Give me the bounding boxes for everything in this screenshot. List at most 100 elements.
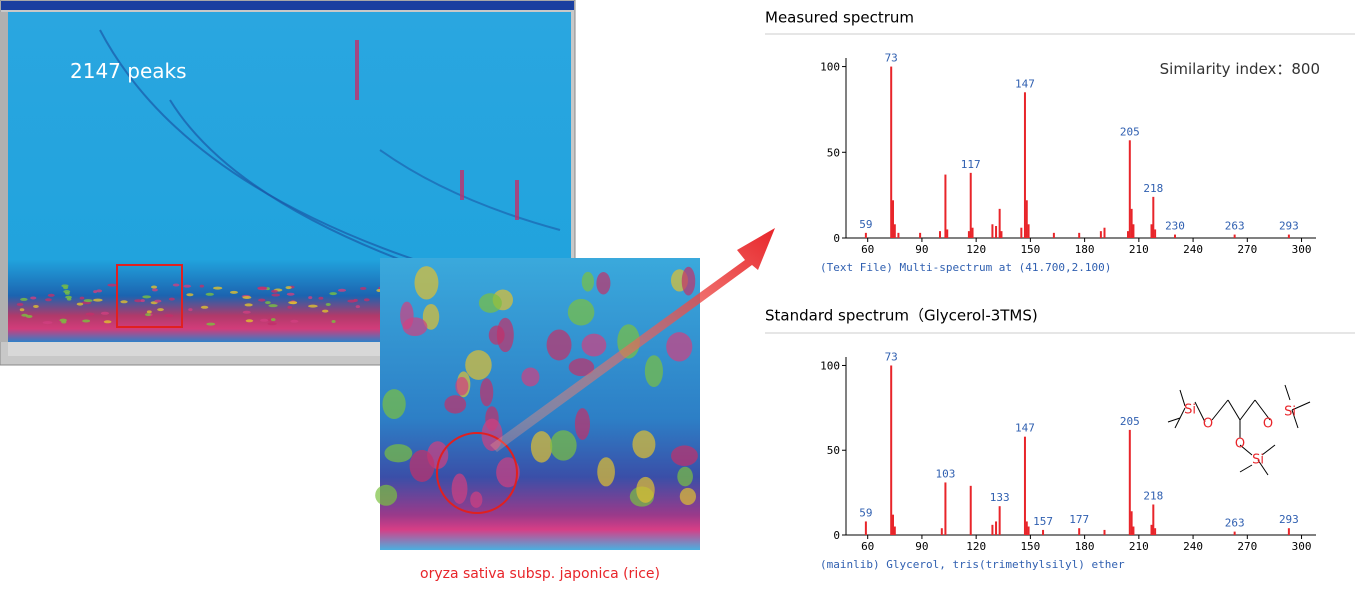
blob	[496, 317, 514, 353]
blob	[271, 293, 281, 297]
blob	[157, 308, 164, 312]
peak-label: 263	[1225, 220, 1245, 233]
blob	[496, 457, 520, 488]
peak	[1103, 227, 1106, 238]
atom-label: Si	[1284, 405, 1296, 420]
blob	[244, 303, 253, 307]
structure: Si O O Si O Si	[1167, 384, 1311, 476]
blob	[258, 298, 266, 302]
blob	[329, 292, 337, 296]
blob	[146, 310, 152, 314]
bond	[1254, 399, 1271, 421]
x-tick-label: 90	[915, 243, 928, 256]
y-tick-label: 50	[827, 146, 840, 159]
blob	[229, 290, 238, 294]
peak	[940, 528, 943, 535]
x-tick-label: 300	[1292, 540, 1312, 553]
x-tick-label: 180	[1075, 540, 1095, 553]
blob	[337, 288, 347, 292]
peak	[1287, 234, 1290, 238]
blob	[140, 299, 145, 303]
blob	[465, 350, 492, 380]
blob	[151, 288, 158, 292]
peak	[1132, 224, 1135, 238]
blob	[242, 295, 252, 299]
similarity-index: Similarity index：800	[1160, 60, 1320, 78]
peak	[1052, 232, 1055, 238]
blob	[679, 487, 697, 505]
bond	[1179, 389, 1186, 407]
peak	[1152, 196, 1155, 238]
blob	[451, 473, 468, 504]
blob	[285, 286, 292, 290]
x-tick-label: 300	[1292, 243, 1312, 256]
peak	[1287, 528, 1290, 535]
peak	[864, 232, 867, 238]
blob	[581, 333, 607, 357]
blob	[260, 318, 269, 322]
arrow	[490, 228, 775, 452]
peak-label: 230	[1165, 220, 1185, 233]
blob	[287, 305, 293, 309]
peak-label: 117	[961, 158, 981, 171]
x-tick-label: 210	[1129, 540, 1149, 553]
x-tick-label: 60	[861, 243, 874, 256]
blob	[521, 367, 540, 387]
peak	[1150, 524, 1153, 535]
blob	[581, 271, 595, 292]
peak	[944, 174, 947, 238]
peak-label: 157	[1033, 515, 1053, 528]
chart-title: Standard spectrum（Glycerol-3TMS)	[765, 307, 1038, 325]
blob	[382, 389, 406, 419]
blob	[213, 286, 223, 290]
bond	[1291, 409, 1299, 429]
peak	[971, 227, 974, 238]
peak	[1078, 232, 1081, 238]
blob	[574, 408, 591, 440]
x-tick-label: 150	[1020, 540, 1040, 553]
blob	[318, 296, 324, 300]
blob	[150, 285, 158, 289]
y-tick-label: 0	[833, 529, 840, 542]
blob	[205, 292, 214, 296]
peak	[1150, 224, 1153, 238]
bond	[1167, 417, 1181, 423]
blob	[63, 286, 69, 290]
blob	[85, 312, 95, 316]
blob	[286, 292, 295, 296]
peak-label: 205	[1120, 415, 1140, 428]
blob	[142, 295, 152, 299]
blob	[79, 296, 85, 300]
blob	[270, 318, 276, 322]
blob	[671, 445, 698, 467]
x-tick-label: 270	[1237, 243, 1257, 256]
blob	[96, 289, 103, 293]
blob	[422, 303, 440, 330]
peak-label: 133	[990, 491, 1010, 504]
peak	[864, 521, 867, 535]
blob	[546, 329, 572, 361]
blob	[480, 378, 494, 407]
blob	[681, 266, 696, 296]
peak	[991, 524, 994, 535]
peak	[1020, 227, 1023, 238]
bond	[1239, 399, 1256, 421]
blob	[268, 304, 278, 308]
peak-label: 103	[935, 467, 955, 480]
peak	[1027, 526, 1030, 535]
blob	[666, 332, 693, 362]
bond	[1227, 399, 1241, 421]
blob	[289, 301, 297, 305]
blob	[134, 299, 143, 303]
peak-label: 205	[1120, 125, 1140, 138]
blob	[308, 304, 318, 308]
peak	[1233, 531, 1236, 535]
peak	[1233, 234, 1236, 238]
chart-caption: (mainlib) Glycerol, tris(trimethylsilyl)…	[820, 558, 1125, 571]
peak	[919, 232, 922, 238]
peak	[1042, 529, 1045, 535]
peak	[969, 172, 972, 238]
blob	[359, 286, 367, 290]
blob	[265, 301, 271, 305]
chart-title: Measured spectrum	[765, 9, 914, 27]
